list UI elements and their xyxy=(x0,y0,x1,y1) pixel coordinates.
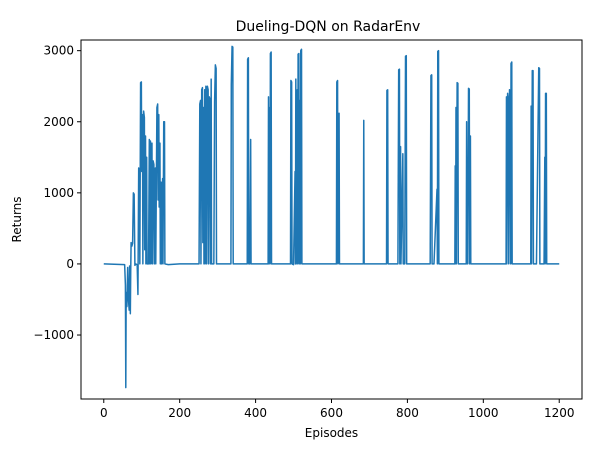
x-tick-label: 800 xyxy=(396,406,419,420)
y-axis: −1000 0 1000 2000 3000 xyxy=(33,44,81,342)
chart-title: Dueling-DQN on RadarEnv xyxy=(236,19,421,35)
x-axis: 0 200 400 600 800 1000 1200 xyxy=(100,399,575,420)
x-tick-label: 0 xyxy=(100,406,108,420)
x-tick-label: 1200 xyxy=(544,406,575,420)
x-tick-label: 1000 xyxy=(468,406,499,420)
plot-frame xyxy=(80,39,583,400)
y-tick-label: 0 xyxy=(66,257,74,271)
x-tick-label: 600 xyxy=(320,406,343,420)
x-axis-label: Episodes xyxy=(305,426,358,440)
y-tick-label: 1000 xyxy=(43,186,74,200)
y-tick-label: 3000 xyxy=(43,44,74,58)
y-tick-label: −1000 xyxy=(33,328,74,342)
y-axis-label: Returns xyxy=(10,196,24,242)
x-tick-label: 200 xyxy=(168,406,191,420)
x-tick-label: 400 xyxy=(244,406,267,420)
series-line-0 xyxy=(103,45,560,389)
series-layer xyxy=(103,45,560,389)
y-tick-label: 2000 xyxy=(43,115,74,129)
